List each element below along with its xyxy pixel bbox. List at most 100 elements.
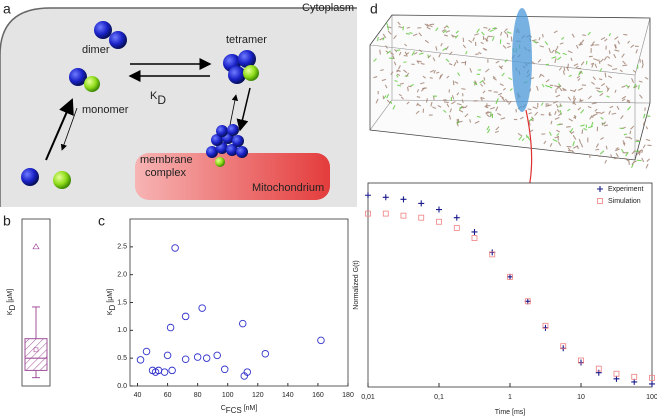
speck bbox=[532, 40, 538, 44]
point bbox=[595, 365, 602, 372]
speck bbox=[589, 115, 593, 120]
speck bbox=[399, 82, 404, 85]
speck bbox=[517, 132, 523, 137]
speck bbox=[566, 145, 572, 148]
speck bbox=[406, 26, 411, 29]
speck bbox=[528, 112, 532, 115]
speck bbox=[454, 81, 459, 84]
speck bbox=[573, 115, 577, 119]
point bbox=[142, 347, 151, 356]
x-tick-label: 60 bbox=[164, 392, 172, 399]
point bbox=[453, 224, 460, 231]
speck bbox=[480, 83, 484, 87]
speck bbox=[449, 51, 453, 56]
point bbox=[560, 343, 567, 350]
speck bbox=[558, 113, 563, 117]
speck bbox=[500, 117, 506, 120]
speck bbox=[621, 53, 625, 58]
speck bbox=[600, 37, 606, 41]
speck bbox=[454, 34, 459, 39]
speck bbox=[493, 27, 498, 30]
speck bbox=[504, 59, 508, 63]
speck bbox=[418, 52, 424, 55]
speck bbox=[385, 45, 388, 49]
point bbox=[181, 312, 190, 321]
point bbox=[400, 212, 407, 219]
speck bbox=[530, 129, 534, 133]
mitochondrion bbox=[135, 153, 330, 200]
y-tick-label: 2.0 bbox=[117, 272, 127, 279]
speck bbox=[506, 31, 512, 34]
speck bbox=[567, 63, 569, 69]
speck bbox=[616, 105, 620, 110]
speck bbox=[587, 106, 592, 109]
speck bbox=[551, 56, 557, 59]
speck bbox=[570, 131, 575, 134]
point bbox=[436, 218, 442, 225]
speck bbox=[603, 121, 607, 125]
speck bbox=[552, 138, 558, 143]
speck bbox=[433, 70, 436, 74]
speck bbox=[639, 94, 643, 99]
speck bbox=[503, 30, 507, 35]
speck bbox=[631, 77, 635, 83]
box bbox=[24, 338, 48, 371]
speck bbox=[484, 105, 489, 109]
speck bbox=[556, 133, 560, 137]
x-axis-label: Time [ms] bbox=[495, 409, 526, 416]
speck bbox=[508, 100, 512, 105]
speck bbox=[413, 51, 418, 55]
speck bbox=[449, 108, 453, 113]
speck bbox=[398, 93, 402, 97]
speck bbox=[645, 126, 649, 130]
y-tick-label: 2.5 bbox=[117, 244, 127, 251]
speck bbox=[396, 49, 401, 52]
speck bbox=[625, 84, 630, 88]
speck bbox=[549, 142, 553, 147]
speck bbox=[475, 53, 480, 55]
speck bbox=[553, 30, 558, 34]
speck bbox=[375, 98, 379, 104]
speck bbox=[485, 111, 491, 114]
speck bbox=[465, 50, 468, 55]
speck bbox=[504, 98, 509, 104]
speck bbox=[490, 106, 496, 110]
speck bbox=[396, 69, 400, 73]
speck bbox=[580, 61, 585, 66]
dimer-label: dimer bbox=[82, 44, 110, 56]
point bbox=[243, 368, 252, 376]
point bbox=[213, 351, 221, 360]
speck bbox=[485, 68, 490, 73]
speck bbox=[571, 33, 575, 38]
speck bbox=[412, 33, 418, 37]
speck bbox=[615, 152, 619, 158]
x-tick-label: 0,1 bbox=[434, 394, 444, 401]
speck bbox=[628, 136, 633, 140]
speck bbox=[599, 150, 605, 155]
x-tick-label: 80 bbox=[194, 392, 202, 399]
kd-sub: D bbox=[157, 93, 166, 107]
speck bbox=[583, 127, 588, 131]
speck bbox=[385, 50, 389, 53]
speck bbox=[557, 56, 562, 61]
speck bbox=[641, 157, 645, 163]
speck bbox=[545, 78, 550, 83]
speck bbox=[422, 75, 426, 79]
speck bbox=[410, 84, 415, 87]
speck bbox=[558, 67, 562, 71]
speck bbox=[580, 109, 585, 114]
simulation-box bbox=[369, 14, 652, 169]
speck bbox=[604, 38, 608, 42]
speck bbox=[483, 26, 488, 29]
x-tick-label: 140 bbox=[282, 392, 294, 399]
x-tick-label: 180 bbox=[342, 392, 354, 399]
speck bbox=[595, 87, 601, 90]
speck bbox=[576, 75, 581, 79]
speck bbox=[394, 80, 398, 83]
speck bbox=[607, 75, 613, 79]
x-tick-label: 0,01 bbox=[361, 394, 375, 401]
speck bbox=[443, 25, 448, 29]
x-axis-label-sub: FCS bbox=[226, 406, 242, 415]
speck bbox=[555, 104, 559, 108]
